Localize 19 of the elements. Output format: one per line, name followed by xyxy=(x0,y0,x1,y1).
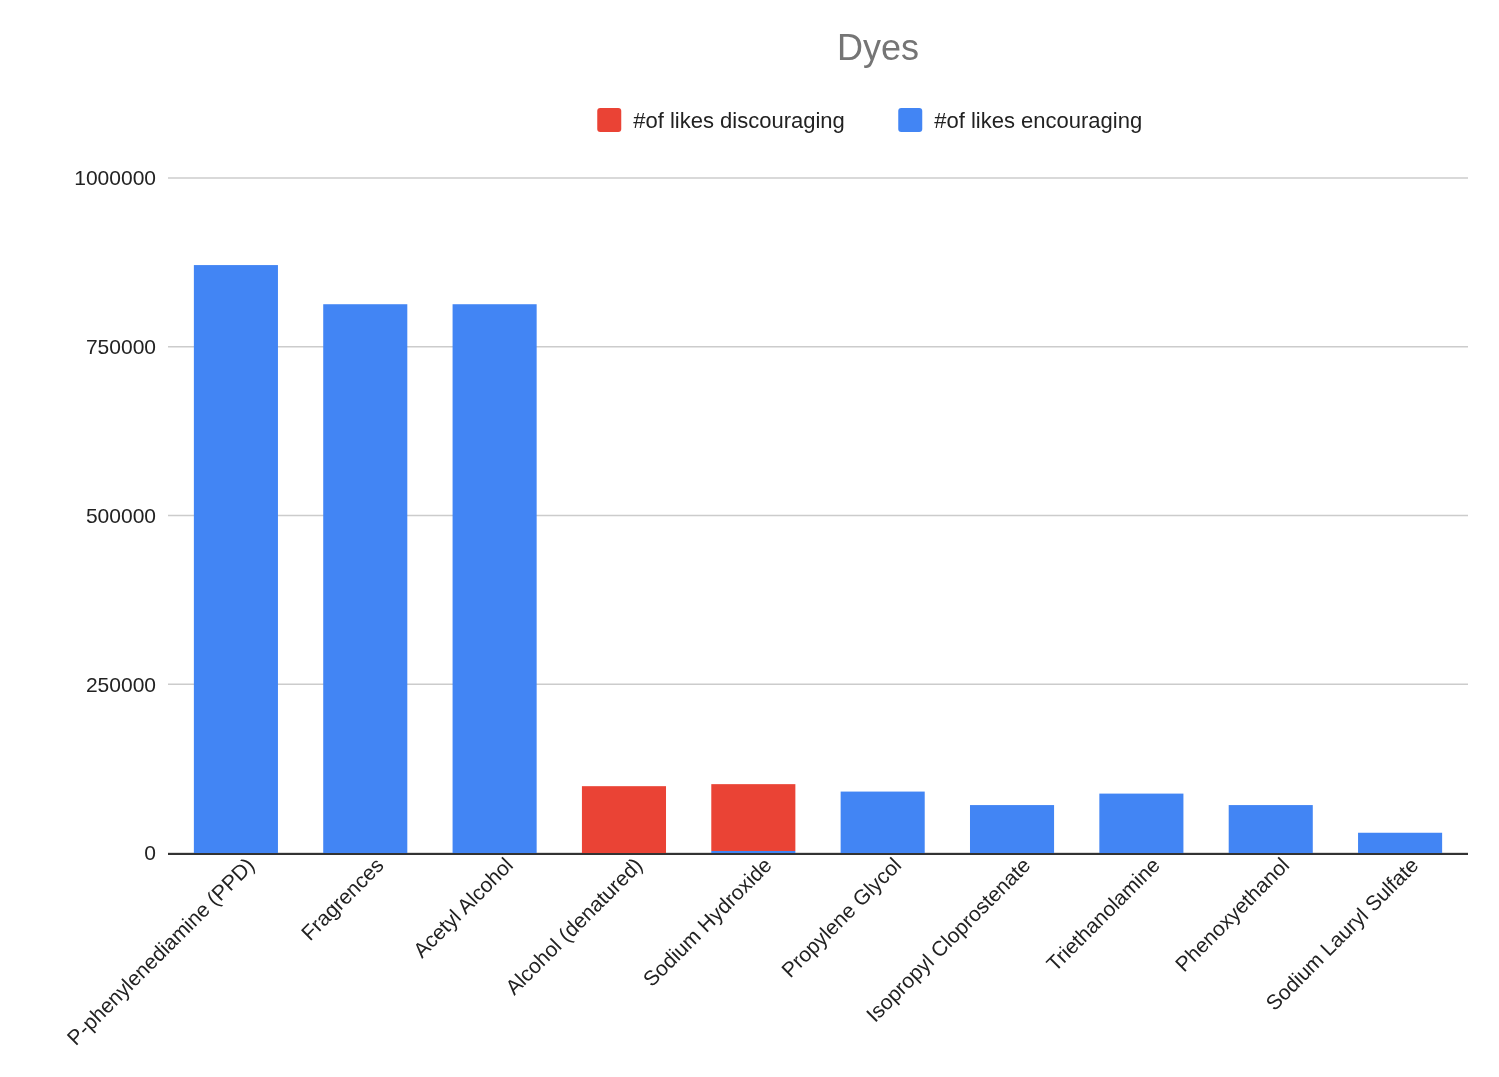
bar xyxy=(452,304,537,853)
bar xyxy=(711,850,796,853)
bar xyxy=(840,791,925,853)
y-tick-label: 0 xyxy=(144,841,156,865)
bar xyxy=(1099,793,1184,853)
bar xyxy=(1358,832,1443,853)
bar xyxy=(1228,805,1313,853)
bar xyxy=(193,265,278,853)
legend-label: #of likes encouraging xyxy=(934,108,1143,133)
chart-title: Dyes xyxy=(836,27,920,68)
y-tick-label: 250000 xyxy=(85,672,156,696)
y-tick-label: 750000 xyxy=(85,335,156,359)
bar xyxy=(969,805,1055,853)
bar xyxy=(323,304,408,853)
y-tick-label: 500000 xyxy=(85,503,156,527)
y-tick-label: 1000000 xyxy=(74,166,156,190)
bar xyxy=(711,784,796,851)
legend-label: #of likes discouraging xyxy=(633,108,845,133)
bar xyxy=(581,786,667,853)
